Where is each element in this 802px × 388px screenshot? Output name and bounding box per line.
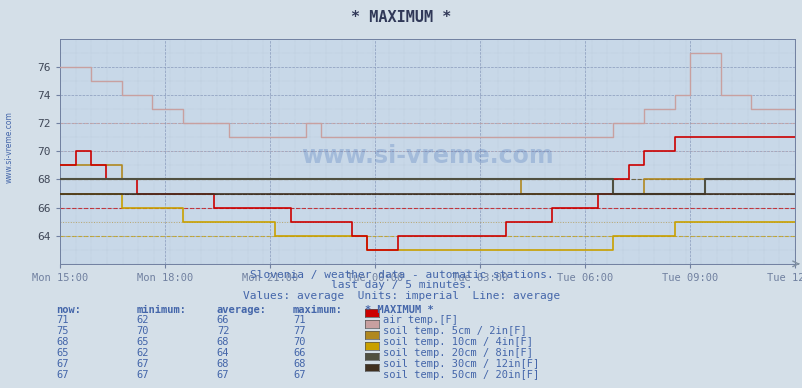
Text: average:: average:: [217, 305, 266, 315]
Text: 75: 75: [56, 326, 69, 336]
Text: maximum:: maximum:: [293, 305, 342, 315]
Text: soil temp. 50cm / 20in[F]: soil temp. 50cm / 20in[F]: [383, 370, 539, 380]
Text: 62: 62: [136, 348, 149, 358]
Text: Values: average  Units: imperial  Line: average: Values: average Units: imperial Line: av…: [242, 291, 560, 301]
Text: www.si-vreme.com: www.si-vreme.com: [301, 144, 553, 168]
Text: * MAXIMUM *: * MAXIMUM *: [365, 305, 434, 315]
Text: 68: 68: [56, 337, 69, 347]
Text: 70: 70: [136, 326, 149, 336]
Text: 67: 67: [56, 370, 69, 380]
Text: 70: 70: [293, 337, 306, 347]
Text: soil temp. 20cm / 8in[F]: soil temp. 20cm / 8in[F]: [383, 348, 533, 358]
Text: 62: 62: [136, 315, 149, 326]
Text: 68: 68: [217, 337, 229, 347]
Text: soil temp. 5cm / 2in[F]: soil temp. 5cm / 2in[F]: [383, 326, 526, 336]
Text: Slovenia / weather data - automatic stations.: Slovenia / weather data - automatic stat…: [249, 270, 553, 280]
Text: minimum:: minimum:: [136, 305, 186, 315]
Text: 67: 67: [217, 370, 229, 380]
Text: 65: 65: [56, 348, 69, 358]
Text: air temp.[F]: air temp.[F]: [383, 315, 457, 326]
Text: 68: 68: [217, 359, 229, 369]
Text: 77: 77: [293, 326, 306, 336]
Text: 67: 67: [136, 359, 149, 369]
Text: www.si-vreme.com: www.si-vreme.com: [5, 111, 14, 184]
Text: soil temp. 10cm / 4in[F]: soil temp. 10cm / 4in[F]: [383, 337, 533, 347]
Text: 71: 71: [56, 315, 69, 326]
Text: * MAXIMUM *: * MAXIMUM *: [351, 10, 451, 25]
Text: last day / 5 minutes.: last day / 5 minutes.: [330, 280, 472, 290]
Text: 72: 72: [217, 326, 229, 336]
Text: 67: 67: [56, 359, 69, 369]
Text: 64: 64: [217, 348, 229, 358]
Text: 66: 66: [293, 348, 306, 358]
Text: soil temp. 30cm / 12in[F]: soil temp. 30cm / 12in[F]: [383, 359, 539, 369]
Text: 66: 66: [217, 315, 229, 326]
Text: 68: 68: [293, 359, 306, 369]
Text: 67: 67: [136, 370, 149, 380]
Text: 71: 71: [293, 315, 306, 326]
Text: 67: 67: [293, 370, 306, 380]
Text: now:: now:: [56, 305, 81, 315]
Text: 65: 65: [136, 337, 149, 347]
